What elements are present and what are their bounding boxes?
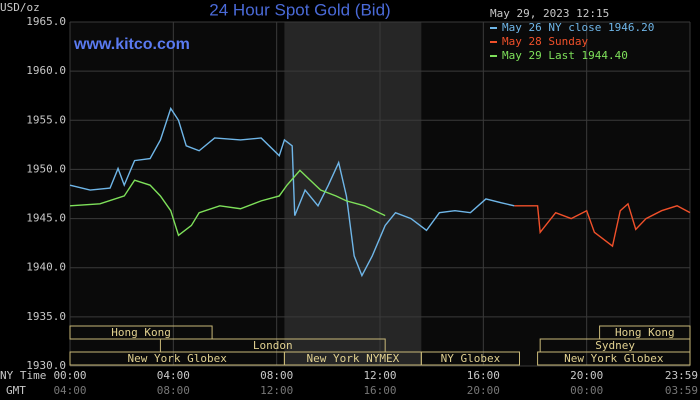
session-label: New York Globex [128,352,228,365]
session-label: London [253,339,293,352]
y-tick-label: 1965.0 [26,15,66,28]
x2-tick-label: 03:59 [665,384,698,397]
y-unit: USD/oz [0,1,40,14]
legend-label: May 29 Last 1944.40 [502,49,628,62]
y-tick-label: 1950.0 [26,162,66,175]
x2-row-label: GMT [6,384,26,397]
x-tick-label: 08:00 [260,369,293,382]
x2-tick-label: 08:00 [157,384,190,397]
x2-tick-label: 20:00 [467,384,500,397]
y-tick-label: 1955.0 [26,113,66,126]
session-bar [69,325,213,340]
series-line [514,202,691,248]
x2-tick-label: 16:00 [363,384,396,397]
y-tick-label: 1935.0 [26,310,66,323]
session-label: Hong Kong [615,326,675,339]
x-tick-label: 04:00 [157,369,190,382]
x-tick-label: 23:59 [665,369,698,382]
y-tick-label: 1940.0 [26,261,66,274]
x-row-label: NY Time [0,369,46,382]
legend-label: May 28 Sunday [502,35,588,48]
series-line [69,169,386,237]
session-label: Sydney [595,339,635,352]
session-label: New York Globex [564,352,664,365]
x-tick-label: 20:00 [570,369,603,382]
x-tick-label: 12:00 [363,369,396,382]
session-label: NY Globex [441,352,501,365]
x2-tick-label: 12:00 [260,384,293,397]
timestamp: May 29, 2023 12:15 [490,7,609,20]
x2-tick-label: 00:00 [570,384,603,397]
y-tick-label: 1945.0 [26,212,66,225]
x-tick-label: 00:00 [53,369,86,382]
series-line [69,106,515,278]
legend-label: May 26 NY close 1946.20 [502,21,654,34]
session-bar [537,351,691,366]
x2-tick-label: 04:00 [53,384,86,397]
y-tick-label: 1960.0 [26,64,66,77]
session-label: New York NYMEX [307,352,400,365]
watermark: www.kitco.com [73,36,190,53]
chart-title: 24 Hour Spot Gold (Bid) [209,0,390,19]
session-bar [420,351,521,366]
session-label: Hong Kong [111,326,171,339]
highlight-band [284,22,422,366]
x-tick-label: 16:00 [467,369,500,382]
y-tick-label: 1930.0 [26,359,66,372]
